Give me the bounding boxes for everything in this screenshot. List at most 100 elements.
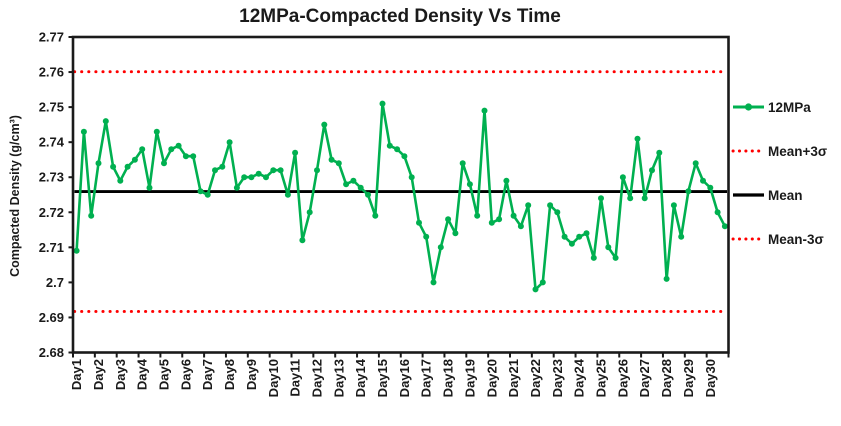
series-12mpa-marker bbox=[139, 146, 146, 153]
series-12mpa-marker bbox=[124, 163, 131, 170]
x-tick-label: Day3 bbox=[113, 359, 128, 390]
series-12mpa-marker bbox=[627, 195, 634, 202]
series-12mpa-marker bbox=[692, 160, 699, 167]
series-12mpa-marker bbox=[619, 174, 626, 181]
series-12mpa-marker bbox=[496, 216, 503, 223]
series-12mpa-marker bbox=[372, 212, 379, 219]
series-12mpa-marker bbox=[605, 244, 612, 251]
series-12mpa-marker bbox=[270, 167, 277, 174]
series-12mpa-marker bbox=[299, 237, 306, 244]
series-12mpa-marker bbox=[590, 254, 597, 261]
x-tick-label: Day18 bbox=[441, 359, 456, 397]
series-12mpa-marker bbox=[182, 153, 189, 160]
series-12mpa-marker bbox=[95, 160, 102, 167]
series-12mpa-marker bbox=[350, 177, 357, 184]
series-12mpa-marker bbox=[488, 219, 495, 226]
x-tick-label: Day15 bbox=[375, 359, 390, 397]
series-12mpa-marker bbox=[583, 230, 590, 237]
x-tick-label: Day13 bbox=[331, 359, 346, 397]
legend-label: 12MPa bbox=[768, 100, 811, 115]
series-12mpa-marker bbox=[277, 167, 284, 174]
x-tick-label: Day26 bbox=[615, 359, 630, 397]
series-12mpa-marker bbox=[212, 167, 218, 174]
series-12mpa-marker bbox=[379, 100, 386, 107]
series-12mpa-marker bbox=[80, 128, 87, 135]
series-12mpa-marker bbox=[532, 286, 539, 293]
series-12mpa-marker bbox=[481, 107, 488, 114]
x-tick-label: Day16 bbox=[397, 359, 412, 397]
y-tick-label: 2.69 bbox=[39, 310, 64, 325]
series-12mpa-marker bbox=[678, 233, 685, 240]
series-12mpa-marker bbox=[314, 167, 320, 174]
series-12mpa-marker bbox=[416, 219, 422, 226]
series-12mpa-marker bbox=[263, 174, 269, 181]
series-12mpa-marker bbox=[365, 191, 371, 198]
series-12mpa-marker bbox=[430, 279, 437, 286]
series-12mpa-marker bbox=[168, 146, 175, 153]
series-12mpa-marker bbox=[146, 184, 153, 191]
series-12mpa-marker bbox=[700, 177, 706, 184]
x-tick-label: Day29 bbox=[681, 359, 696, 397]
legend-item-mean-3-: Mean-3σ bbox=[731, 232, 824, 247]
series-12mpa-marker bbox=[255, 170, 262, 177]
series-12mpa-marker bbox=[612, 254, 619, 261]
series-12mpa-marker bbox=[649, 167, 655, 174]
x-tick-label: Day14 bbox=[353, 358, 368, 397]
x-tick-label: Day12 bbox=[309, 359, 324, 397]
series-12mpa-marker bbox=[386, 142, 393, 149]
plot-border bbox=[71, 35, 730, 354]
chart-title: 12MPa-Compacted Density Vs Time bbox=[239, 6, 561, 27]
series-12mpa-marker bbox=[685, 188, 692, 195]
x-tick-label: Day24 bbox=[572, 358, 587, 397]
x-tick-label: Day2 bbox=[91, 359, 106, 390]
series-12mpa-marker bbox=[394, 146, 401, 153]
series-12mpa-marker bbox=[466, 181, 473, 188]
x-tick-label: Day5 bbox=[157, 359, 172, 390]
x-tick-label: Day17 bbox=[419, 359, 434, 397]
series-12mpa-marker bbox=[707, 184, 714, 191]
series-12mpa-marker bbox=[219, 163, 226, 170]
series-12mpa-marker bbox=[561, 233, 568, 240]
y-tick-label: 2.74 bbox=[39, 135, 65, 150]
series-12mpa-marker bbox=[474, 212, 481, 219]
x-tick-label: Day27 bbox=[637, 359, 652, 397]
y-tick-label: 2.71 bbox=[39, 240, 64, 255]
series-12mpa-marker bbox=[88, 212, 95, 219]
x-tick-label: Day22 bbox=[528, 359, 543, 397]
series-12mpa-marker bbox=[321, 121, 328, 128]
series-12mpa-marker bbox=[568, 240, 575, 247]
series-12mpa-marker bbox=[110, 163, 117, 170]
y-axis-title: Compacted Density (g/cm³) bbox=[8, 115, 22, 277]
legend-item-mean-3-: Mean+3σ bbox=[731, 144, 827, 159]
series-12mpa-marker bbox=[525, 202, 532, 209]
y-tick-label: 2.76 bbox=[39, 65, 64, 80]
x-tick-label: Day7 bbox=[200, 359, 215, 390]
y-tick-label: 2.7 bbox=[46, 275, 64, 290]
legend-item-12mpa: 12MPa bbox=[733, 100, 811, 115]
series-12mpa-marker bbox=[656, 149, 663, 156]
series-12mpa-marker bbox=[175, 142, 182, 149]
series-12mpa-marker bbox=[663, 275, 670, 282]
series-12mpa-marker bbox=[328, 156, 335, 163]
series-12mpa-marker bbox=[343, 181, 350, 188]
series-12mpa-marker bbox=[576, 233, 583, 240]
series-12mpa-marker bbox=[153, 128, 160, 135]
series-12mpa-marker bbox=[204, 191, 211, 198]
x-tick-label: Day21 bbox=[506, 359, 521, 397]
series-12mpa-marker bbox=[161, 160, 167, 167]
x-tick-label: Day8 bbox=[222, 359, 237, 390]
series-12mpa-marker bbox=[102, 118, 109, 125]
series-12mpa-marker bbox=[248, 174, 255, 181]
series-12mpa-marker bbox=[539, 279, 546, 286]
x-tick-label: Day6 bbox=[178, 359, 193, 390]
x-tick-label: Day30 bbox=[703, 359, 718, 397]
legend-item-mean: Mean bbox=[733, 188, 803, 203]
series-12mpa-marker bbox=[459, 160, 466, 167]
legend-marker bbox=[744, 103, 753, 111]
x-tick-label: Day11 bbox=[288, 359, 303, 397]
x-tick-label: Day25 bbox=[594, 359, 609, 397]
x-tick-label: Day1 bbox=[69, 359, 84, 390]
legend-label: Mean-3σ bbox=[768, 232, 824, 247]
